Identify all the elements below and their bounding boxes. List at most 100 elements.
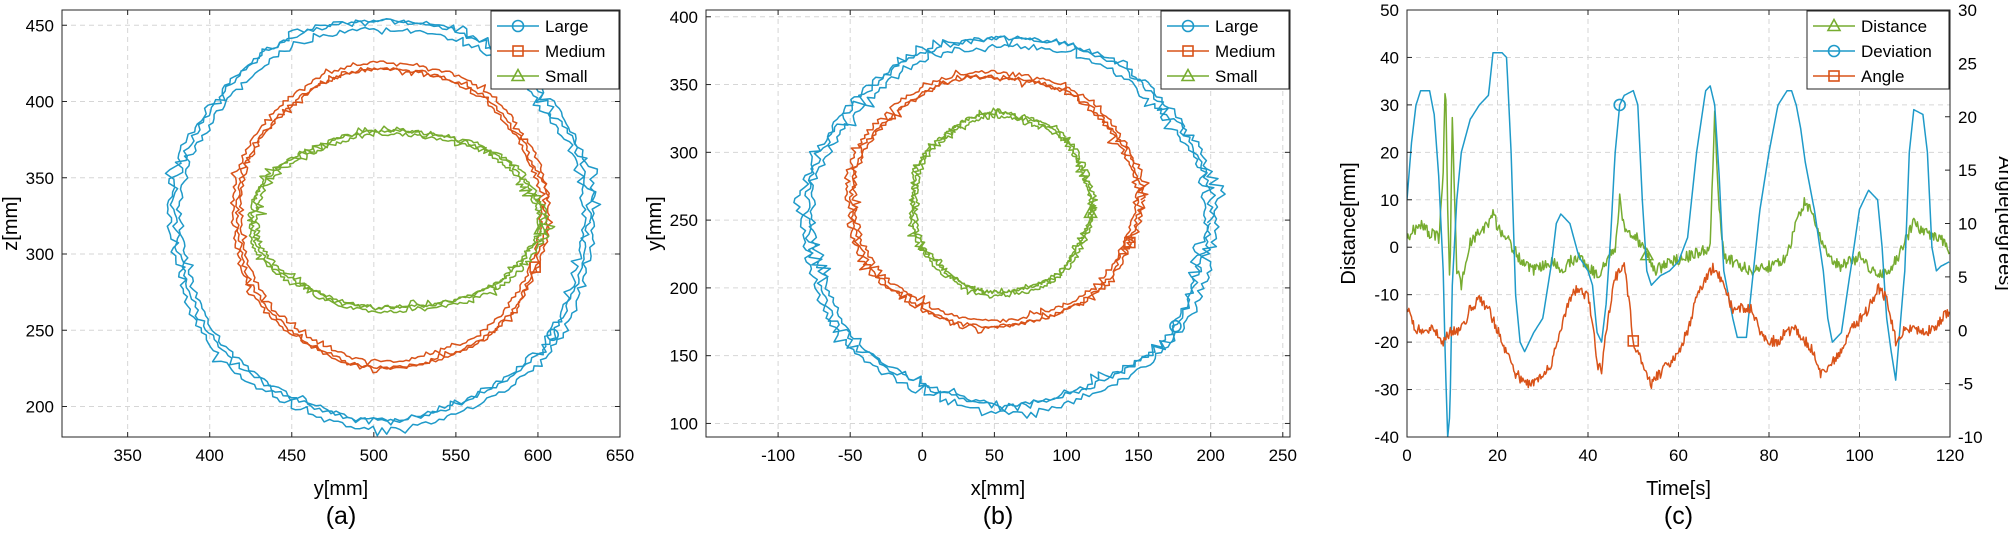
y-tick-label: -30 — [1374, 381, 1399, 400]
x-tick-label: 0 — [918, 446, 927, 465]
x-tick-label: 120 — [1936, 446, 1964, 465]
x-tick-label: 80 — [1760, 446, 1779, 465]
y2-tick-label: 10 — [1958, 215, 1977, 234]
y-tick-label: 50 — [1380, 1, 1399, 20]
series-line-small — [907, 107, 1099, 299]
y-tick-label: -20 — [1374, 333, 1399, 352]
series-marker-medium — [529, 261, 541, 273]
y-axis-label: Distance[mm] — [1338, 162, 1360, 284]
x-tick-label: 500 — [360, 446, 388, 465]
x-tick-label: 650 — [606, 446, 634, 465]
axes-box — [705, 9, 1291, 438]
x-tick-label: 100 — [1052, 446, 1080, 465]
legend-marker-large — [511, 19, 525, 33]
y-tick-label: 450 — [26, 16, 54, 35]
x-tick-label: 550 — [442, 446, 470, 465]
y2-tick-label: -5 — [1958, 375, 1973, 394]
y-tick-label: 150 — [670, 347, 698, 366]
y-tick-label: 400 — [670, 8, 698, 27]
legend-marker-small — [510, 67, 526, 82]
x-tick-label: 50 — [985, 446, 1004, 465]
y-tick-label: 20 — [1380, 143, 1399, 162]
y2-tick-label: 5 — [1958, 268, 1967, 287]
x-tick-label: 600 — [524, 446, 552, 465]
legend: Distance Deviation Angle — [1806, 10, 1950, 90]
series-marker-large — [1169, 319, 1182, 333]
y-tick-label: 250 — [26, 321, 54, 340]
y2-tick-label: 20 — [1958, 108, 1977, 127]
series-group — [793, 35, 1226, 419]
series-group — [164, 17, 602, 437]
legend-marker-small — [1180, 67, 1196, 82]
y-tick-label: 30 — [1380, 96, 1399, 115]
series-line-deviation — [1407, 51, 1950, 437]
series-marker-small — [1083, 204, 1098, 219]
series-marker-large — [546, 328, 559, 342]
axes-box — [61, 9, 621, 438]
legend-label-distance: Distance — [1861, 17, 1927, 36]
panel-caption: (c) — [1664, 502, 1693, 530]
y-tick-label: 40 — [1380, 48, 1399, 67]
series-marker-deviation — [1613, 98, 1626, 112]
y-tick-label: 0 — [1390, 238, 1399, 257]
series-marker-medium — [1124, 236, 1136, 249]
series-line-small — [246, 125, 556, 314]
legend-marker-medium — [512, 45, 524, 57]
y-tick-label: -10 — [1374, 286, 1399, 305]
y2-tick-label: -10 — [1958, 428, 1983, 447]
y-tick-label: 300 — [670, 143, 698, 162]
y-tick-label: 350 — [670, 76, 698, 95]
y2-tick-label: 25 — [1958, 54, 1977, 73]
y2-tick-label: 0 — [1958, 321, 1967, 340]
legend-label-large: Large — [1215, 17, 1258, 36]
y-tick-label: 200 — [26, 398, 54, 417]
x-tick-label: 20 — [1488, 446, 1507, 465]
y-tick-label: 350 — [26, 169, 54, 188]
series-marker-small — [533, 221, 548, 235]
legend-label-small: Small — [1215, 67, 1258, 86]
x-tick-label: 350 — [113, 446, 141, 465]
y-tick-label: -40 — [1374, 428, 1399, 447]
y-tick-label: 200 — [670, 279, 698, 298]
x-tick-label: -50 — [838, 446, 863, 465]
series-line-angle — [1407, 262, 1950, 390]
x-tick-label: 450 — [278, 446, 306, 465]
legend: Large Medium Small — [1160, 10, 1290, 90]
legend: Large Medium Small — [490, 10, 620, 90]
y-tick-label: 400 — [26, 93, 54, 112]
series-line-distance — [1407, 93, 1950, 291]
x-tick-label: 40 — [1579, 446, 1598, 465]
y-tick-label: 10 — [1380, 191, 1399, 210]
y2-axis-label: Angle[degrees] — [1994, 156, 2008, 291]
y-axis-label: y[mm] — [644, 196, 666, 250]
x-axis-label: Time[s] — [1646, 478, 1711, 500]
legend-label-small: Small — [545, 67, 588, 86]
y2-tick-label: 30 — [1958, 1, 1977, 20]
legend-label-large: Large — [545, 17, 588, 36]
chart-panel-2: -100 -50 0 50 100 150 200 250 100 150 200 250 300 350… — [644, 8, 1297, 530]
y-tick-label: 300 — [26, 245, 54, 264]
legend-marker-angle — [1828, 70, 1840, 82]
x-tick-label: 150 — [1124, 446, 1152, 465]
series-marker-angle — [1627, 335, 1640, 347]
legend-marker-distance — [1826, 17, 1842, 32]
legend-label-angle: Angle — [1861, 67, 1904, 86]
x-axis-label: x[mm] — [971, 478, 1025, 500]
legend-marker-large — [1181, 19, 1195, 33]
x-tick-label: 250 — [1269, 446, 1297, 465]
x-tick-label: 200 — [1197, 446, 1225, 465]
legend-label-medium: Medium — [1215, 42, 1275, 61]
panel-caption: (a) — [326, 502, 357, 530]
panel-caption: (b) — [983, 502, 1014, 530]
y2-tick-label: 15 — [1958, 161, 1977, 180]
series-group — [1407, 51, 1950, 437]
x-tick-label: 60 — [1669, 446, 1688, 465]
series-line-large — [793, 35, 1226, 419]
legend-marker-deviation — [1827, 44, 1841, 58]
y-tick-label: 250 — [670, 211, 698, 230]
chart-panel-3: 0 20 40 60 80 100 120-40-30-20-1001020304050-1… — [1338, 1, 2008, 530]
x-tick-label: 400 — [196, 446, 224, 465]
y-tick-label: 100 — [670, 414, 698, 433]
legend-label-medium: Medium — [545, 42, 605, 61]
